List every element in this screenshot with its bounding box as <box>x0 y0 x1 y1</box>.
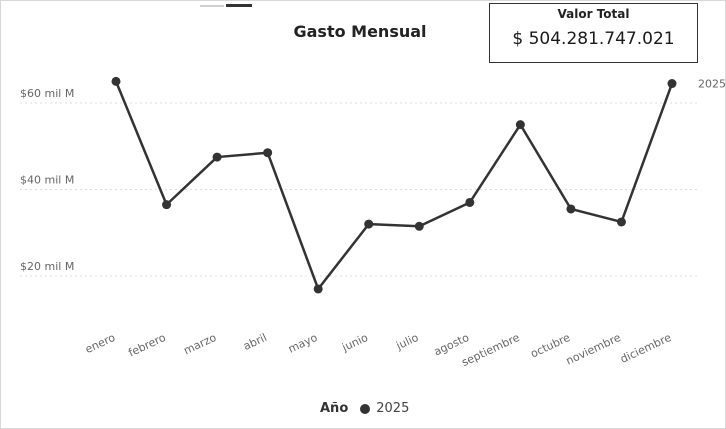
x-tick-label: febrero <box>126 331 168 360</box>
y-tick-label: $40 mil M <box>20 174 74 187</box>
y-tick-label: $60 mil M <box>20 87 74 100</box>
card-value: $ 504.281.747.021 <box>512 29 675 49</box>
data-point[interactable] <box>364 219 374 229</box>
y-tick-label: $20 mil M <box>20 260 74 273</box>
data-point[interactable] <box>162 200 172 210</box>
total-value-card: Valor Total $ 504.281.747.021 <box>489 3 698 63</box>
x-tick-label: abril <box>241 331 269 353</box>
data-point[interactable] <box>313 284 323 294</box>
legend: Año 2025 <box>320 401 409 416</box>
x-tick-label: mayo <box>286 331 320 356</box>
x-tick-label: septiembre <box>460 331 522 369</box>
data-point[interactable] <box>111 76 121 86</box>
x-tick-label: julio <box>393 331 420 353</box>
line-chart[interactable]: $20 mil M $40 mil M $60 mil M 2025 enero febr… <box>0 0 726 400</box>
data-point[interactable] <box>667 79 677 89</box>
chart-title: Gasto Mensual <box>293 22 427 41</box>
x-tick-label: noviembre <box>564 331 623 368</box>
series-line[interactable] <box>114 80 674 291</box>
legend-title: Año <box>320 401 349 416</box>
series-end-label: 2025 <box>698 78 726 91</box>
legend-marker <box>360 403 371 414</box>
x-tick-label: marzo <box>182 331 219 357</box>
data-point[interactable] <box>212 152 222 162</box>
data-point[interactable] <box>263 148 273 158</box>
card-title: Valor Total <box>557 7 630 21</box>
page-indicator-inactive[interactable] <box>200 5 224 7</box>
data-point[interactable] <box>515 120 525 130</box>
page-navigator[interactable] <box>200 4 252 8</box>
x-tick-label: enero <box>83 331 117 356</box>
data-point[interactable] <box>414 221 424 231</box>
legend-entry[interactable]: 2025 <box>376 401 410 416</box>
x-tick-label: diciembre <box>618 331 673 366</box>
data-point[interactable] <box>616 217 626 227</box>
x-tick-label: junio <box>339 331 370 355</box>
page-indicator-active[interactable] <box>226 4 252 7</box>
data-point[interactable] <box>465 197 475 207</box>
data-point[interactable] <box>566 204 576 214</box>
